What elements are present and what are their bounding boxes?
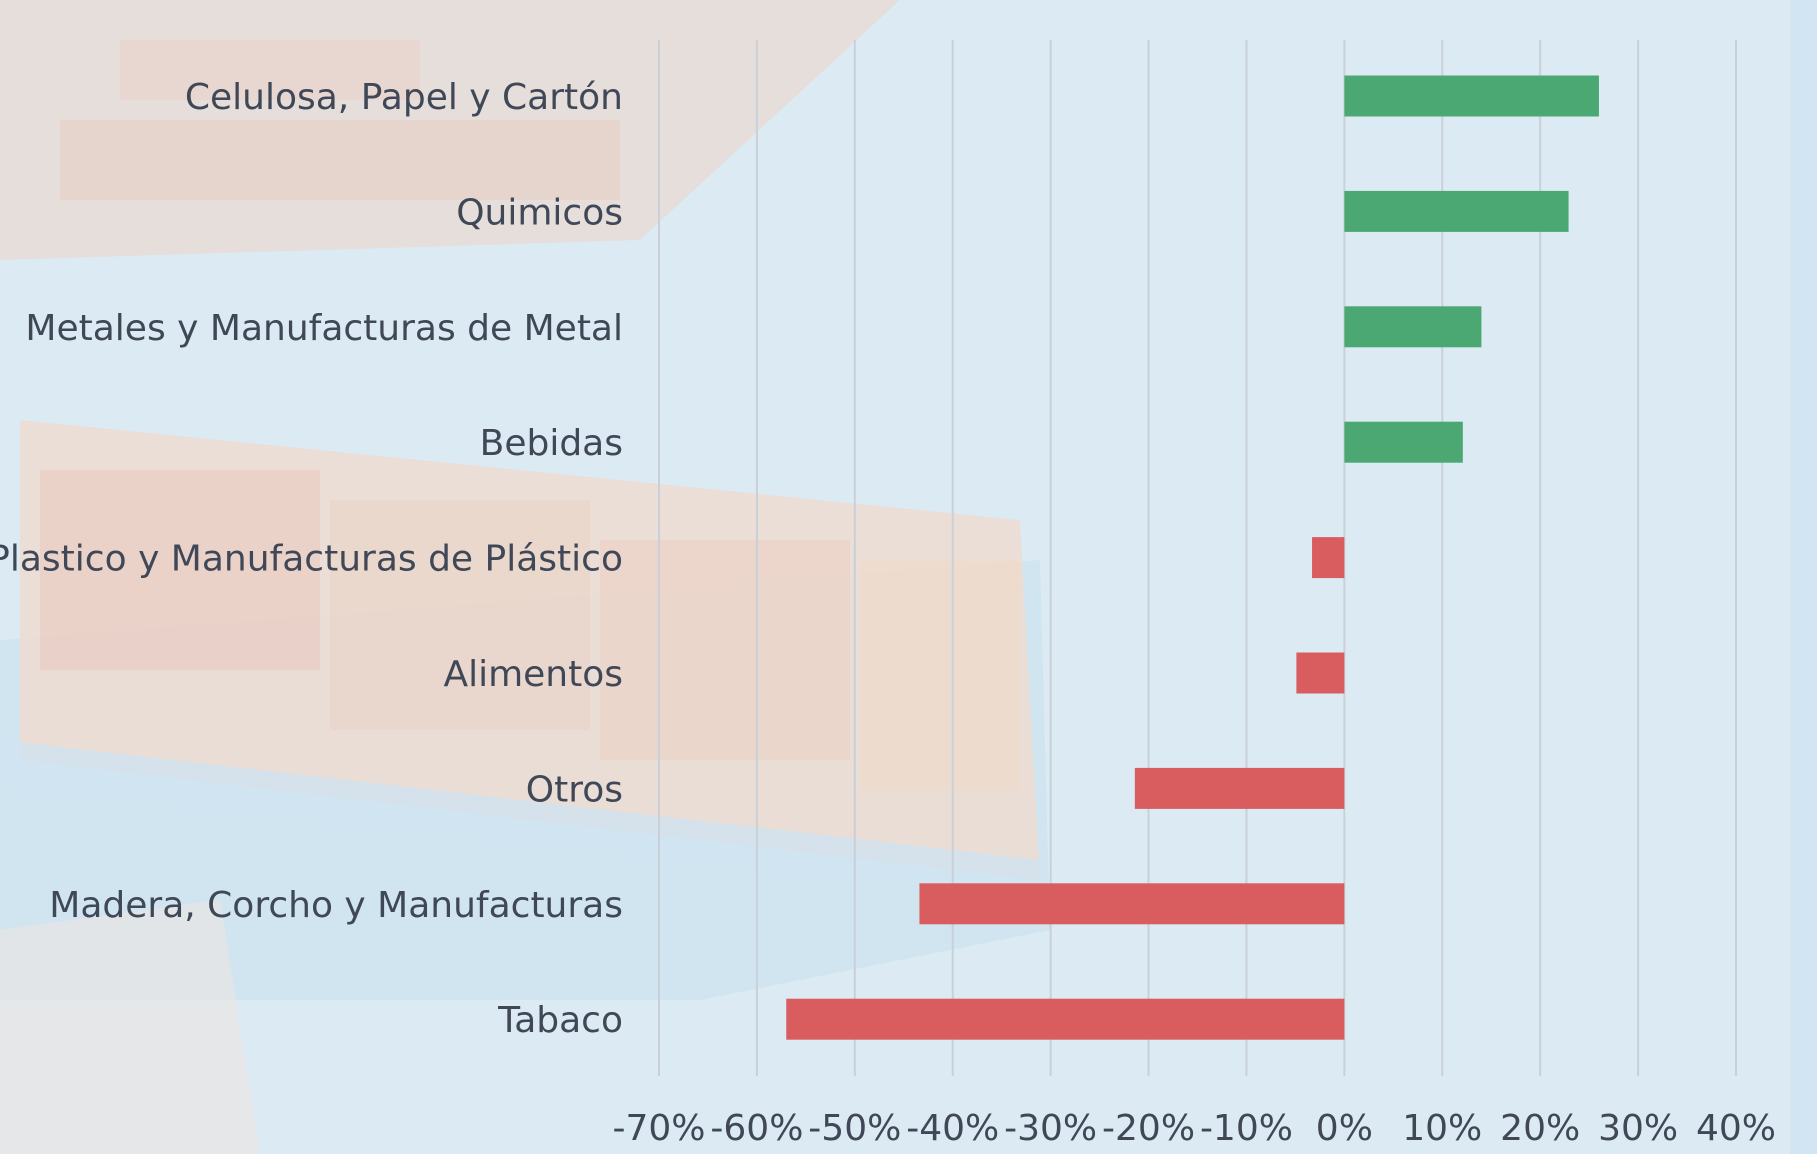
x-tick-label: -40% (906, 1108, 999, 1149)
bar (1344, 75, 1599, 117)
category-labels: Celulosa, Papel y Cartón Quimicos Metales … (0, 77, 623, 1041)
x-tick-label: 10% (1402, 1108, 1482, 1149)
x-tick-label: -30% (1004, 1108, 1097, 1149)
x-tick-label: -50% (808, 1108, 901, 1149)
bar (1134, 767, 1345, 809)
x-tick-label: 0% (1316, 1108, 1373, 1149)
x-tick-label: -70% (612, 1108, 705, 1149)
bars (786, 75, 1599, 1040)
bar (1312, 537, 1345, 579)
bar (1344, 190, 1569, 232)
category-label: Quimicos (456, 192, 623, 233)
category-label: Alimentos (443, 654, 623, 695)
category-label: Bebidas (480, 423, 623, 464)
category-label: Plastico y Manufacturas de Plástico (0, 539, 623, 580)
bar (1296, 652, 1345, 694)
category-label: Celulosa, Papel y Cartón (185, 77, 623, 118)
x-tick-label: -10% (1200, 1108, 1293, 1149)
category-label: Madera, Corcho y Manufacturas (49, 885, 623, 926)
x-tick-label: 20% (1500, 1108, 1580, 1149)
x-tick-label: -20% (1102, 1108, 1195, 1149)
x-tick-label: 30% (1598, 1108, 1678, 1149)
x-tick-label: 40% (1696, 1108, 1776, 1149)
bar (1344, 306, 1482, 348)
bar (786, 998, 1345, 1040)
category-label: Otros (526, 769, 623, 810)
bar (1344, 421, 1463, 463)
x-axis-tick-labels: -70% -60% -50% -40% -30% -20% -10% 0% 10% 20% 30% 4… (612, 1108, 1776, 1149)
x-tick-label: -60% (710, 1108, 803, 1149)
category-label: Tabaco (497, 1000, 623, 1041)
category-label: Metales y Manufacturas de Metal (25, 308, 623, 349)
bar (919, 883, 1345, 925)
